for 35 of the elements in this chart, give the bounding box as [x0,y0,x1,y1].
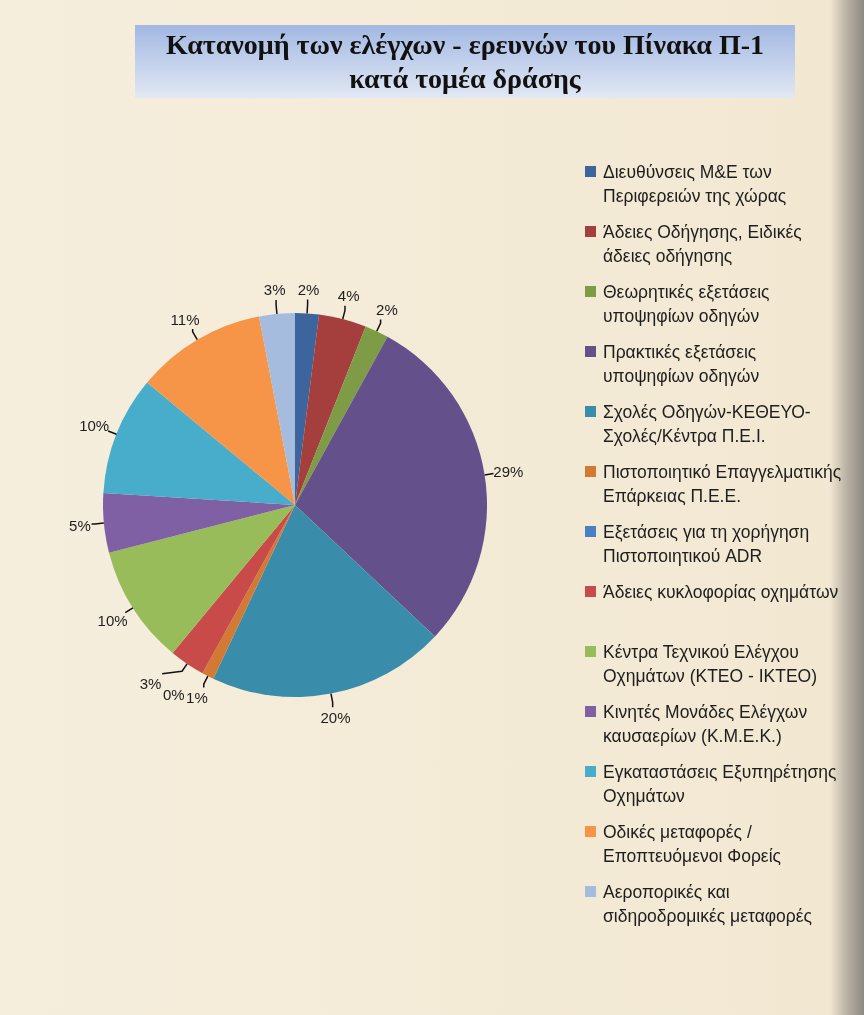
data-label: 10% [79,416,110,434]
pie-slice [295,336,487,637]
pie-slice [103,492,295,553]
data-label: 3% [139,675,162,693]
legend-label: Οδικές μεταφορές / Εποπτευόμενοι Φορείς [603,822,781,866]
text: 0% [162,685,185,703]
legend-label: Κινητές Μονάδες Ελέγχων καυσαερίων (Κ.Μ.Ε.Κ.) [603,702,808,746]
legend-label: Πρακτικές εξετάσεις υποψηφίων οδηγών [603,342,760,386]
legend-label: Αεροπορικές και σιδηροδρομικές μεταφορές [603,882,813,926]
chart-title: Κατανομή των ελέγχων - ερευνών του Πίνακα Π-1 κατά τομέα δράσης [165,28,765,94]
data-label: 5% [69,516,91,534]
legend-label: Άδειες Οδήγησης, Ειδικές άδειες οδήγησης [603,222,802,266]
legend-label: Άδειες κυκλοφορίας οχημάτων [603,582,839,602]
legend-label: Σχολές Οδηγών-ΚΕΘΕΥΟ-Σχολές/Κέντρα Π.Ε.Ι. [603,402,811,446]
data-label: 1% [186,688,208,706]
legend-label: Εξετάσεις για τη χορήγηση Πιστοποιητικού ADR [603,522,810,566]
data-label: 4% [337,287,360,305]
legend-label: Κέντρα Τεχνικού Ελέγχου Οχημάτων (ΚΤΕΟ - ΙΚΤΕΟ) [603,642,818,686]
legend-label: Διευθύνσεις Μ&Ε των Περιφερειών της χώρας [603,162,787,206]
data-label: 20% [320,708,351,726]
data-label: 11% [170,310,200,328]
legend-label: Πιστοποιητικό Επαγγελματικής Επάρκειας Π.Ε.Ε. [603,462,842,506]
pie-slice [259,313,295,505]
pie-slice [213,505,435,697]
data-label: 2% [376,301,398,319]
data-label: 2% [297,280,320,298]
legend-label: Θεωρητικές εξετάσεις υποψηφίων οδηγών [603,282,770,326]
pie-slice [295,326,388,505]
data-label: 10% [97,612,128,630]
pie-slice [295,314,366,505]
data-label: 3% [263,281,286,299]
pie-slice [172,505,295,674]
pie-slice [147,316,295,505]
legend-label: Εγκαταστάσεις Εξυπηρέτησης Οχημάτων [603,762,837,806]
data-label: 29% [493,462,524,480]
